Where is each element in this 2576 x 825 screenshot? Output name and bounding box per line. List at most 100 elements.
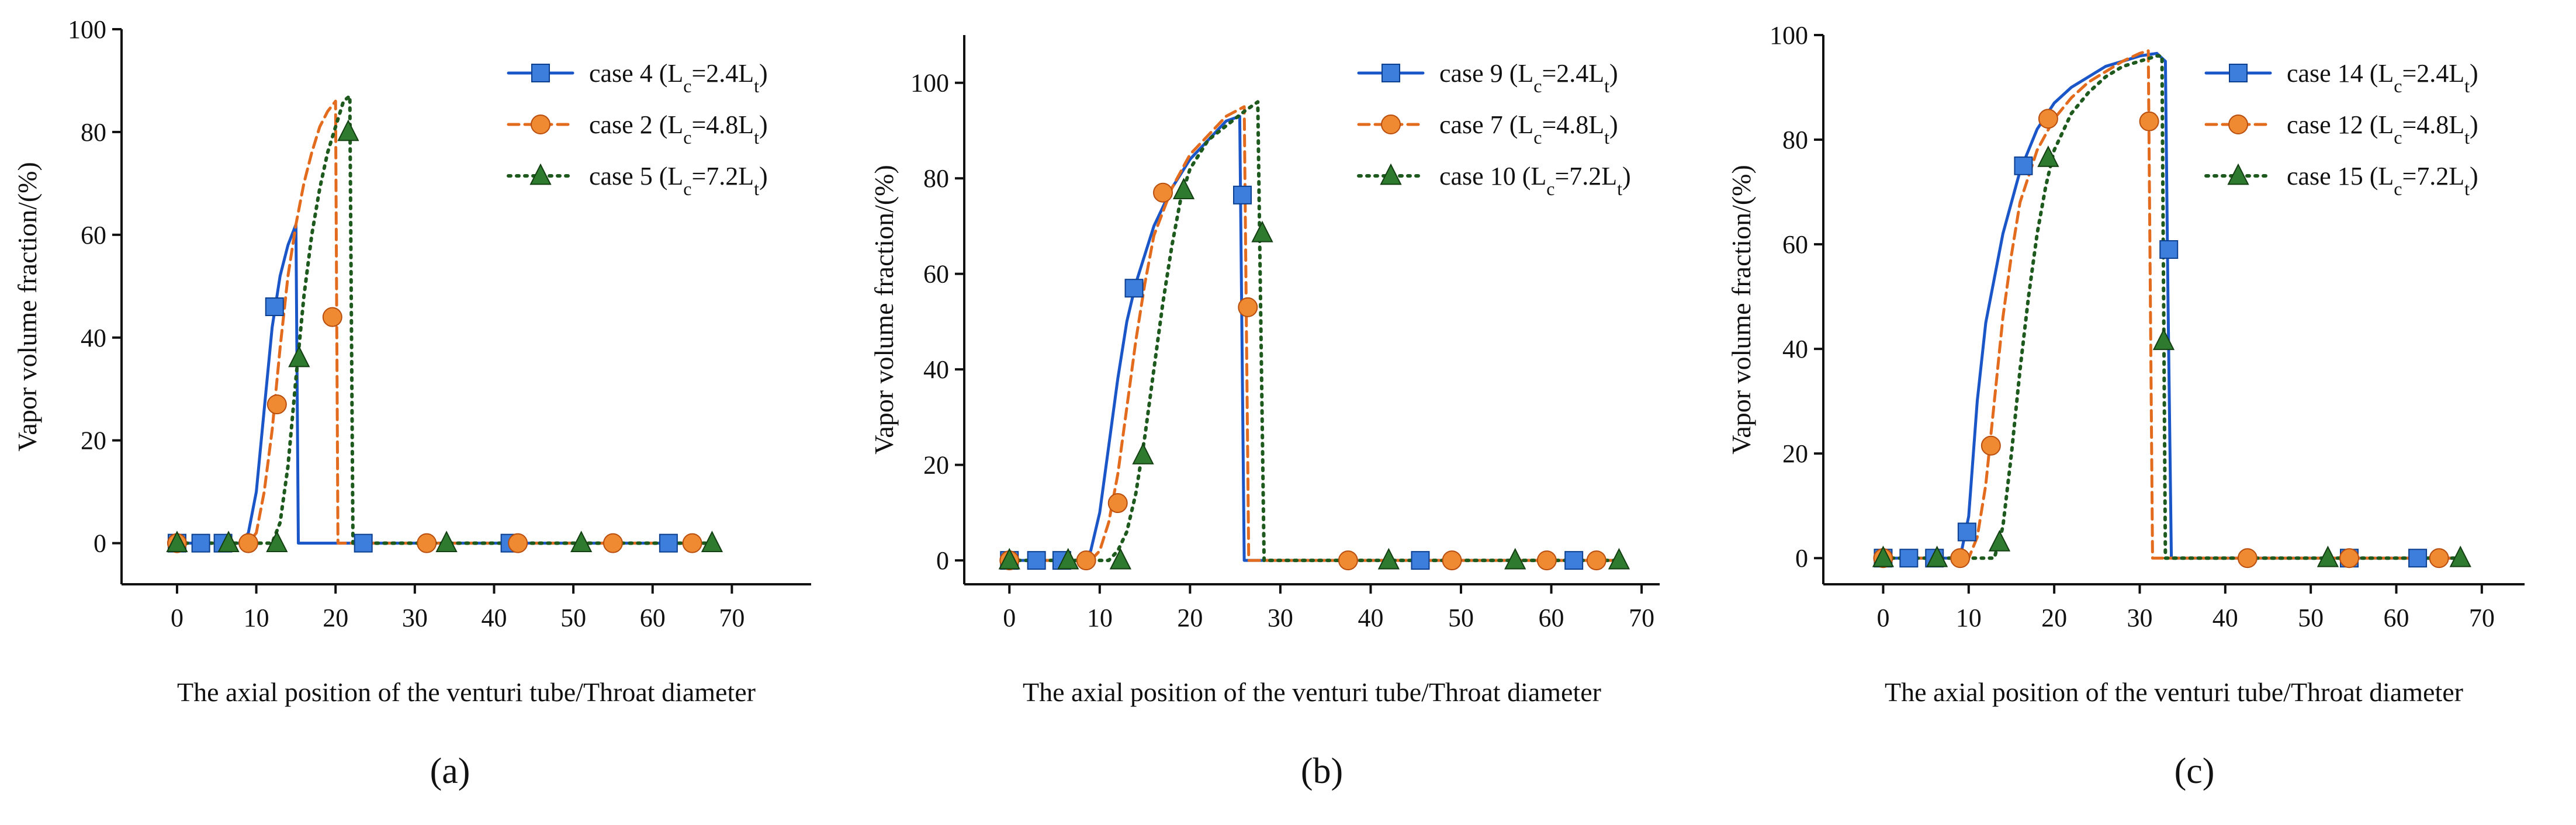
data-point-circle [2339, 548, 2359, 569]
x-tick-label: 0 [1003, 604, 1016, 632]
legend-marker-circle [2228, 115, 2248, 134]
y-tick-label: 80 [1782, 126, 1808, 154]
chart-panel-a: 0 10 20 30 40 50 60 70 0 20 40 60 80 100 Vapor volume… [12, 15, 811, 791]
data-point-square [659, 533, 678, 553]
legend-label: case 15 (Lc=7.2Lt) [2287, 162, 2478, 199]
data-point-circle [1536, 550, 1557, 571]
legend-label: case 14 (Lc=2.4Lt) [2287, 59, 2478, 96]
y-tick-label: 40 [923, 355, 949, 384]
y-axis-title: Vapor volume fraction/(%) [1726, 165, 1756, 455]
y-tick-label: 20 [923, 451, 949, 480]
data-point-circle [1153, 182, 1173, 203]
x-tick-label: 50 [2298, 604, 2324, 632]
x-tick-label: 20 [323, 604, 348, 632]
data-point-triangle [2037, 145, 2059, 167]
data-point-circle [1442, 550, 1462, 571]
data-point-triangle [2152, 328, 2175, 351]
x-tick-label: 70 [719, 604, 745, 632]
x-tick-label: 40 [1358, 604, 1383, 632]
data-point-square [1124, 279, 1144, 298]
chart-panel-b: 0 10 20 30 40 50 60 70 0 20 40 60 80 100 Vapor volume… [869, 35, 1660, 791]
x-tick-label: 50 [560, 604, 586, 632]
x-tick-label: 50 [1448, 604, 1474, 632]
data-point-square [1411, 551, 1430, 570]
data-point-circle [2429, 548, 2449, 569]
data-point-triangle [288, 345, 310, 368]
y-tick-label: 60 [1782, 230, 1808, 259]
legend-label: case 12 (Lc=4.8Lt) [2287, 110, 2478, 148]
x-tick-label: 40 [481, 604, 507, 632]
data-point-circle [682, 533, 702, 553]
data-point-triangle [1172, 178, 1195, 200]
y-tick-label: 20 [81, 427, 106, 455]
series-line-triangle [175, 94, 714, 545]
y-axis-title: Vapor volume fraction/(%) [12, 162, 42, 452]
x-axis-title: The axial position of the venturi tube/T… [177, 677, 756, 707]
legend-label: case 9 (Lc=2.4Lt) [1439, 59, 1618, 96]
data-point-triangle [1251, 220, 1273, 242]
data-point-circle [1950, 548, 1971, 569]
series-line-triangle [1007, 100, 1621, 563]
data-point-circle [508, 533, 528, 553]
legend-marker-triangle [2227, 163, 2249, 185]
y-tick-label: 100 [910, 69, 949, 98]
y-tick-label: 80 [81, 118, 106, 147]
data-point-square [1899, 549, 1919, 568]
data-point-triangle [266, 531, 288, 553]
series-line-triangle [1881, 54, 2463, 560]
x-tick-label: 20 [2041, 604, 2067, 632]
data-point-circle [2038, 109, 2058, 129]
data-point-triangle [1504, 547, 1526, 570]
data-point-circle [1238, 297, 1258, 317]
y-tick-label: 80 [923, 164, 949, 193]
x-tick-label: 30 [1268, 604, 1293, 632]
y-tick-label: 0 [94, 529, 106, 558]
x-tick-label: 30 [2127, 604, 2152, 632]
legend-marker-circle [1381, 115, 1401, 134]
data-point-circle [603, 533, 623, 553]
y-tick-label: 0 [936, 546, 949, 575]
data-point-square [354, 533, 373, 553]
legend-marker-triangle [1380, 163, 1402, 185]
data-point-triangle [701, 531, 723, 553]
x-tick-label: 10 [1956, 604, 1982, 632]
data-point-circle [1981, 435, 2001, 456]
series-line-square [1007, 115, 1621, 562]
series-line-circle [1881, 49, 2462, 560]
legend-label: case 2 (Lc=4.8Lt) [589, 110, 768, 148]
legend-marker-square [2229, 64, 2248, 82]
x-tick-label: 0 [1876, 604, 1889, 632]
data-point-triangle [166, 531, 188, 553]
series-line-circle [1007, 105, 1621, 562]
y-tick-label: 100 [1770, 21, 1808, 50]
series-line-circle [175, 99, 714, 545]
data-point-circle [2139, 111, 2159, 131]
data-point-square [265, 297, 284, 316]
y-axis-title: Vapor volume fraction/(%) [869, 165, 899, 455]
data-point-triangle [337, 119, 359, 141]
panel-label-b: (b) [1301, 751, 1343, 791]
legend-marker-triangle [529, 163, 552, 185]
x-tick-label: 10 [1087, 604, 1113, 632]
data-point-triangle [1377, 547, 1400, 570]
y-tick-label: 60 [81, 221, 106, 249]
legend-marker-square [1382, 64, 1400, 82]
data-point-square [1564, 551, 1584, 570]
data-point-square [2014, 156, 2033, 175]
data-point-square [1027, 551, 1046, 570]
data-point-triangle [1132, 442, 1154, 465]
x-axis-title: The axial position of the venturi tube/T… [1885, 677, 2463, 707]
x-tick-label: 60 [2383, 604, 2409, 632]
data-point-circle [266, 394, 287, 415]
legend-label: case 5 (Lc=7.2Lt) [589, 162, 768, 199]
data-point-square [2408, 549, 2428, 568]
data-point-triangle [1608, 547, 1630, 570]
y-tick-label: 40 [1782, 335, 1808, 363]
data-point-square [1957, 522, 1976, 542]
legend-marker-circle [531, 115, 550, 134]
x-tick-label: 70 [2469, 604, 2495, 632]
data-point-circle [238, 533, 259, 553]
series-line-square [1881, 51, 2462, 560]
x-tick-label: 0 [171, 604, 183, 632]
x-tick-label: 70 [1629, 604, 1654, 632]
